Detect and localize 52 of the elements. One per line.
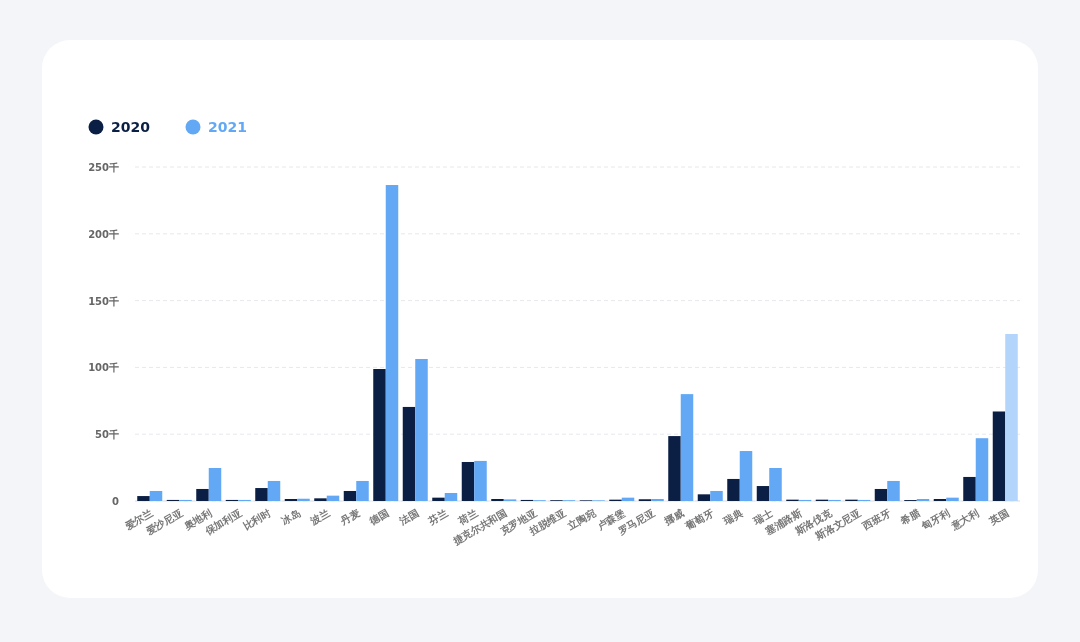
- bar: [267, 480, 281, 501]
- bar: [402, 406, 416, 501]
- legend-label: 2020: [111, 119, 151, 135]
- bar: [356, 480, 369, 501]
- bar: [874, 488, 888, 501]
- x-tick-label: 希腊: [898, 507, 922, 528]
- bar: [373, 369, 386, 501]
- y-tick-label: 250千: [88, 162, 119, 173]
- bar: [474, 460, 487, 501]
- bar: [385, 185, 399, 501]
- bar: [727, 478, 740, 501]
- x-tick-label: 法国: [396, 507, 421, 528]
- bar: [756, 486, 770, 501]
- bar: [255, 488, 268, 501]
- x-tick-label: 瑞典: [721, 507, 745, 528]
- x-tick-label: 丹麦: [337, 507, 362, 528]
- bar: [697, 494, 711, 501]
- bar: [415, 358, 428, 501]
- bar: [461, 461, 475, 501]
- x-tick-label: 芬兰: [426, 507, 450, 528]
- x-tick-label: 波兰: [308, 507, 332, 528]
- bar: [739, 451, 753, 501]
- bar: [137, 496, 150, 501]
- bar: [196, 488, 209, 501]
- y-tick-label: 0: [112, 496, 120, 507]
- x-tick-label: 挪威: [662, 507, 686, 528]
- x-tick-label: 德国: [367, 507, 391, 528]
- bar: [343, 490, 357, 501]
- bar: [680, 394, 694, 501]
- y-tick-label: 200千: [88, 228, 119, 240]
- x-tick-label: 英国: [986, 507, 1011, 528]
- bar: [992, 411, 1006, 501]
- y-tick-label: 100千: [88, 362, 119, 374]
- bar: [975, 438, 989, 501]
- y-tick-label: 50千: [95, 429, 119, 441]
- x-tick-label: 冰岛: [279, 507, 303, 527]
- bar: [887, 480, 900, 501]
- bar: [769, 468, 782, 501]
- bar: [314, 498, 327, 501]
- bar: [946, 497, 959, 501]
- legend-label: 2021: [208, 119, 247, 135]
- bar: [297, 498, 310, 501]
- bar: [149, 490, 163, 501]
- bar: [326, 495, 340, 501]
- bar: [444, 492, 458, 501]
- y-tick-label: 150千: [88, 295, 119, 307]
- bar: [432, 497, 445, 501]
- bar: [963, 476, 976, 501]
- bar: [710, 490, 723, 501]
- bar: [668, 436, 681, 501]
- bar: [208, 468, 222, 501]
- bar: [1005, 334, 1018, 501]
